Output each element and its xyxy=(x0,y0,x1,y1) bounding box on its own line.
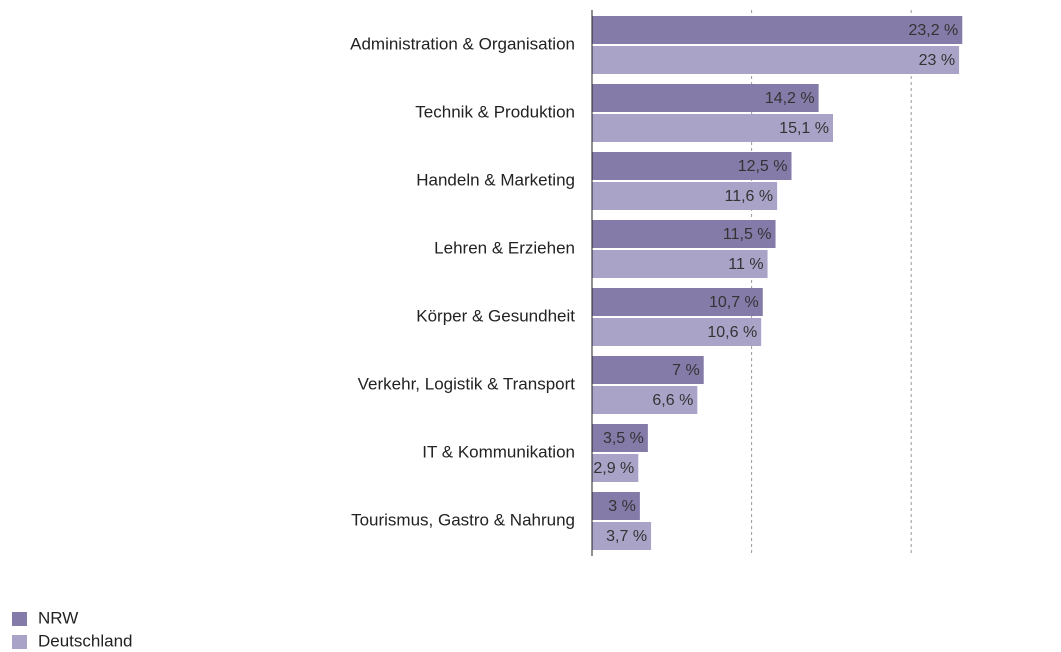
value-label: 15,1 % xyxy=(779,120,829,137)
bar xyxy=(592,318,762,346)
legend-swatch xyxy=(12,635,27,649)
bar xyxy=(592,424,648,452)
value-label: 12,5 % xyxy=(738,158,788,175)
value-label: 11,6 % xyxy=(725,188,774,205)
bar xyxy=(592,46,960,74)
value-label: 3,5 % xyxy=(603,430,644,447)
value-label: 7 % xyxy=(672,362,700,379)
value-label: 10,7 % xyxy=(709,294,759,311)
bar xyxy=(592,522,652,550)
bar xyxy=(592,114,833,142)
bar xyxy=(592,84,819,112)
bar xyxy=(592,152,792,180)
legend-swatch xyxy=(12,612,27,626)
value-label: 3,7 % xyxy=(606,528,647,545)
category-label: Administration & Organisation xyxy=(350,34,575,53)
value-label: 10,6 % xyxy=(707,324,757,341)
bar xyxy=(592,250,768,278)
bar xyxy=(592,182,778,210)
category-label: Körper & Gesundheit xyxy=(416,306,575,325)
value-label: 3 % xyxy=(608,498,636,515)
bar xyxy=(592,454,639,482)
value-label: 23,2 % xyxy=(908,22,958,39)
value-label: 11,5 % xyxy=(723,226,772,243)
bar xyxy=(592,356,704,384)
category-label: Lehren & Erziehen xyxy=(434,238,575,257)
bar xyxy=(592,16,963,44)
category-label: Handeln & Marketing xyxy=(416,170,575,189)
value-label: 11 % xyxy=(728,256,763,273)
value-label: 6,6 % xyxy=(652,392,693,409)
bar xyxy=(592,220,776,248)
category-label: Verkehr, Logistik & Transport xyxy=(358,374,576,393)
category-label: Technik & Produktion xyxy=(415,102,575,121)
category-label: IT & Kommunikation xyxy=(422,442,575,461)
value-label: 2,9 % xyxy=(593,460,634,477)
value-label: 23 % xyxy=(919,52,955,69)
legend-label: Deutschland xyxy=(38,631,133,650)
bar xyxy=(592,492,640,520)
category-label: Tourismus, Gastro & Nahrung xyxy=(351,510,575,529)
value-label: 14,2 % xyxy=(765,90,815,107)
bar xyxy=(592,386,698,414)
bar xyxy=(592,288,763,316)
legend-label: NRW xyxy=(38,608,78,627)
